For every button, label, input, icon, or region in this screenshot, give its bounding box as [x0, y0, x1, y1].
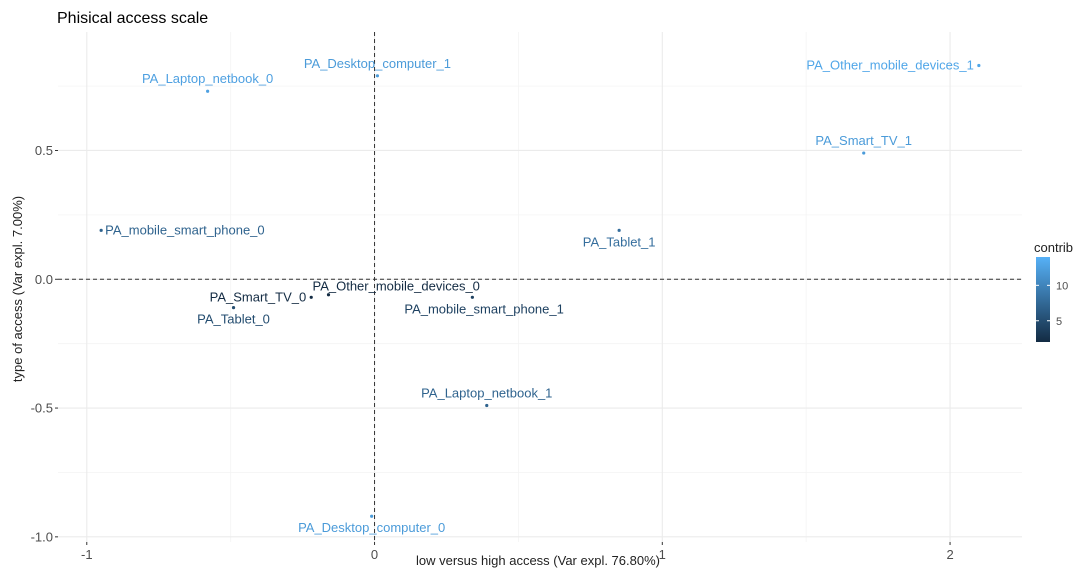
data-point	[326, 293, 331, 297]
x-axis-title: low versus high access (Var expl. 76.80%…	[416, 553, 660, 568]
data-point	[977, 63, 981, 68]
point-label: PA_Laptop_netbook_0	[142, 71, 273, 86]
point-label: PA_Desktop_computer_1	[304, 56, 451, 71]
x-tick-label: 2	[946, 547, 953, 562]
legend-tick-label: 10	[1056, 280, 1068, 292]
legend: contrib 5 10	[1034, 240, 1073, 342]
y-tick-label: 0.5	[35, 143, 53, 158]
x-tick-label: 1	[659, 547, 666, 562]
data-point	[231, 306, 236, 310]
data-point	[206, 89, 210, 93]
point-label: PA_Smart_TV_0	[210, 289, 307, 304]
y-axis-title: type of access (Var expl. 7.00%)	[10, 196, 25, 382]
grid	[58, 32, 1022, 542]
y-tick-label: 0.0	[35, 272, 53, 287]
data-point	[470, 295, 474, 299]
y-tick-label: -0.5	[31, 401, 53, 416]
data-point	[485, 403, 489, 408]
data-point	[370, 514, 374, 518]
point-label: PA_Smart_TV_1	[815, 133, 912, 148]
data-point	[862, 151, 866, 155]
legend-colorbar	[1036, 257, 1050, 342]
legend-tick-label: 5	[1056, 316, 1062, 328]
point-label: PA_Laptop_netbook_1	[421, 385, 552, 400]
x-tick-label: -1	[81, 547, 93, 562]
axis-ticks: -1 0 1 2 -1.0 -0.5 0.0 0.5	[31, 143, 954, 562]
data-point	[375, 74, 380, 78]
point-label: PA_Tablet_1	[583, 234, 656, 249]
legend-title: contrib	[1034, 240, 1073, 255]
y-tick-label: -1.0	[31, 529, 53, 544]
reference-lines	[58, 32, 1022, 542]
point-label: PA_mobile_smart_phone_0	[105, 222, 264, 237]
point-label: PA_Tablet_0	[197, 312, 270, 327]
data-point	[617, 228, 621, 232]
point-label: PA_Other_mobile_devices_1	[806, 57, 973, 72]
data-point	[99, 228, 103, 232]
point-label: PA_Other_mobile_devices_0	[312, 279, 479, 294]
data-point	[309, 295, 313, 299]
point-label: PA_mobile_smart_phone_1	[404, 301, 563, 316]
x-tick-label: 0	[371, 547, 378, 562]
point-label: PA_Desktop_computer_0	[298, 520, 445, 535]
data-points: PA_Desktop_computer_1 PA_Laptop_netbook_0…	[99, 56, 981, 535]
chart-title: Phisical access scale	[57, 10, 208, 27]
